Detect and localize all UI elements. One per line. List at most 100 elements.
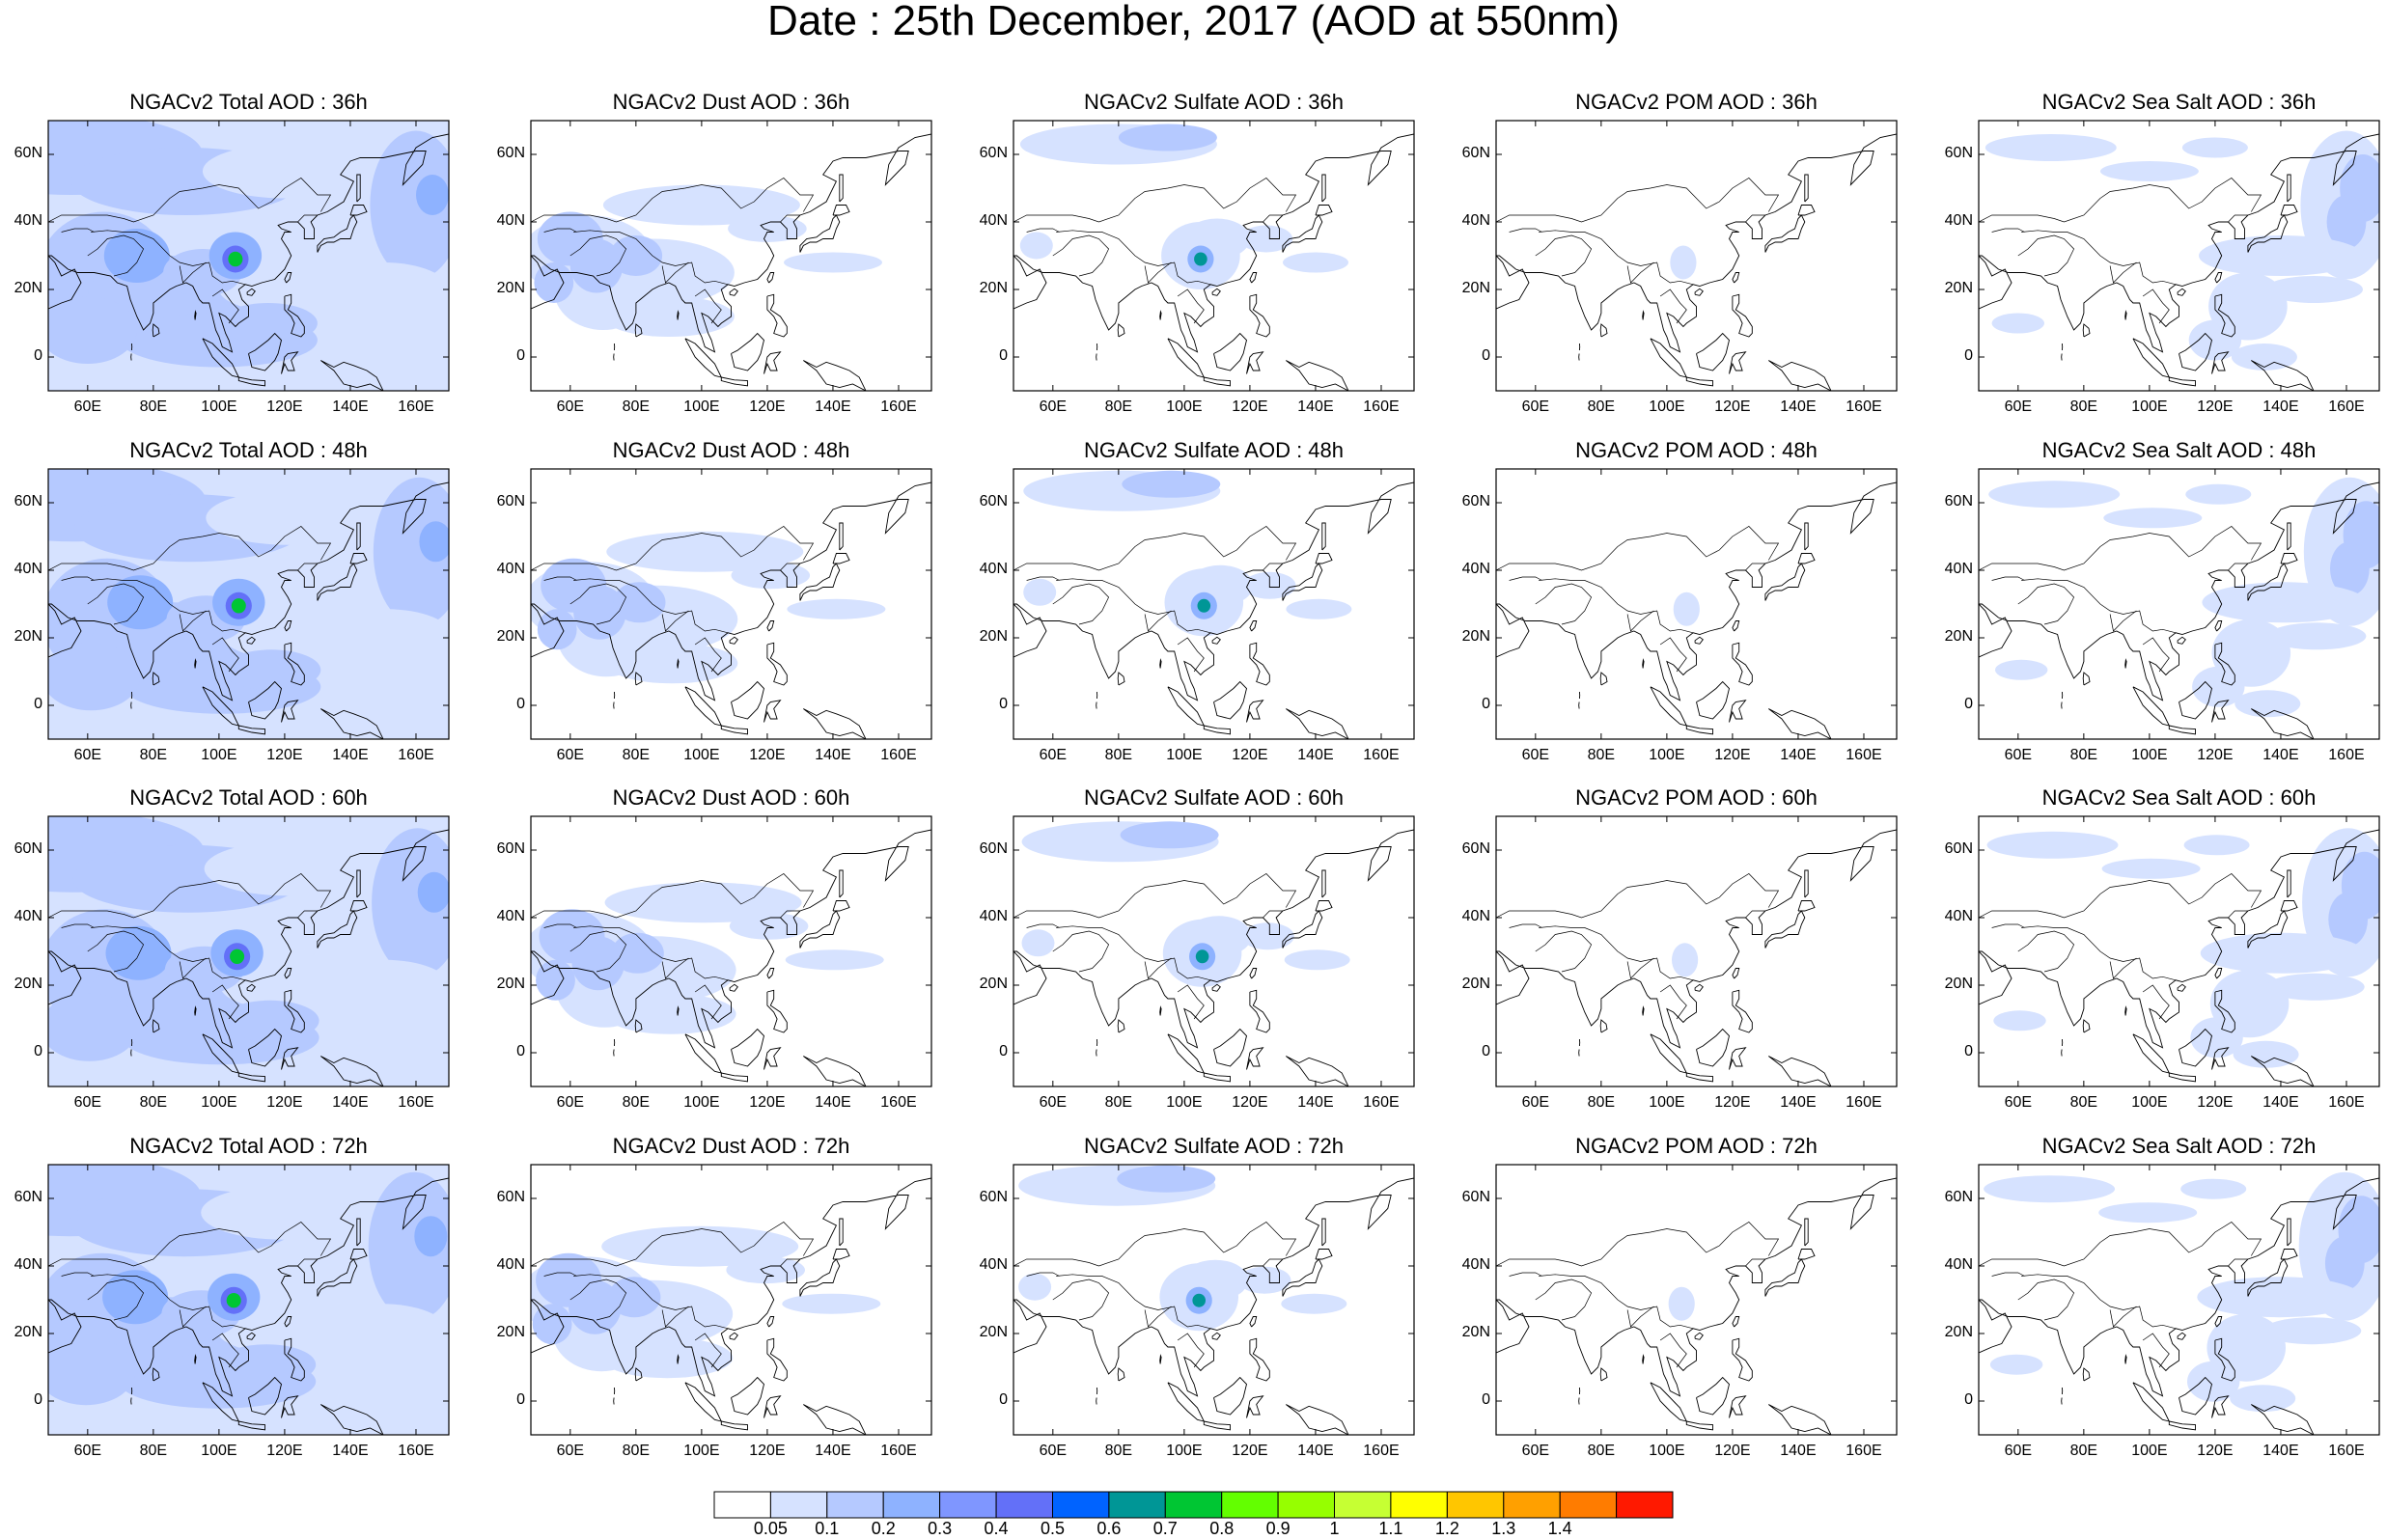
- aod-blob: [1995, 659, 2048, 680]
- map-frame: [1495, 815, 1898, 1087]
- aod-blob: [1238, 1266, 1291, 1294]
- colorbar-label: 0.7: [1152, 1519, 1178, 1538]
- coastline: [1203, 725, 1231, 735]
- x-tick-label: 80E: [2069, 1094, 2098, 1111]
- coastline: [1804, 1218, 1809, 1247]
- coastline: [1729, 700, 1747, 723]
- coastline: [2124, 1354, 2127, 1364]
- x-tick-label: 160E: [2328, 399, 2365, 415]
- y-tick-label: 60N: [979, 1189, 1008, 1205]
- country-border: [573, 1274, 729, 1330]
- aod-blob: [2197, 1277, 2362, 1318]
- aod-blob: [2098, 1202, 2198, 1224]
- coastline: [1246, 351, 1264, 374]
- coastline: [634, 672, 643, 686]
- y-tick-label: 0: [1482, 347, 1490, 364]
- y-tick-label: 40N: [14, 1256, 42, 1273]
- coastline: [1599, 672, 1608, 686]
- y-tick-label: 40N: [1944, 212, 1973, 229]
- coastline: [839, 174, 844, 203]
- colorbar-swatch: [1616, 1491, 1674, 1519]
- aod-blob: [2330, 541, 2370, 596]
- aod-blob: [2202, 582, 2367, 623]
- coastline: [2211, 700, 2230, 723]
- x-tick-label: 140E: [1297, 747, 1334, 763]
- country-border: [2109, 610, 2137, 632]
- y-tick-label: 0: [1964, 1391, 1973, 1408]
- coastline: [2177, 983, 2186, 992]
- coastline: [1642, 310, 1645, 320]
- x-tick-label: 160E: [1846, 747, 1882, 763]
- aod-blob: [784, 252, 882, 273]
- y-tick-label: 60N: [1461, 145, 1490, 161]
- coastline: [1979, 829, 2379, 1049]
- panel-title: NGACv2 Sulfate AOD : 48h: [1083, 438, 1345, 462]
- coastline: [2247, 1258, 2289, 1297]
- country-border: [179, 957, 207, 979]
- x-tick-label: 60E: [73, 747, 102, 763]
- x-tick-label: 100E: [2131, 1094, 2168, 1111]
- coastline: [684, 686, 723, 727]
- aod-blob: [48, 993, 139, 1061]
- aod-blob: [608, 1277, 661, 1318]
- panel-title: NGACv2 Sulfate AOD : 60h: [1083, 785, 1345, 810]
- map-panel: [530, 1164, 932, 1436]
- aod-blob: [417, 871, 449, 913]
- map-panel: [1495, 1164, 1898, 1436]
- map-frame: [47, 468, 450, 740]
- coastline: [1286, 1404, 1349, 1435]
- x-tick-label: 160E: [398, 1094, 434, 1111]
- coastline: [731, 332, 764, 371]
- coastline: [1321, 1218, 1326, 1247]
- aod-field: [1979, 477, 2379, 739]
- country-border: [1745, 1258, 1765, 1267]
- figure-title: Date : 25th December, 2017 (AOD at 550nm…: [767, 0, 1620, 44]
- coastline: [2132, 1033, 2171, 1074]
- colorbar-swatch: [826, 1491, 884, 1519]
- coastline: [2124, 310, 2127, 320]
- country-border: [1539, 925, 1694, 981]
- coastline: [2214, 272, 2223, 284]
- aod-field: [48, 121, 449, 391]
- colorbar-label: 0.1: [815, 1519, 840, 1538]
- aod-blob: [2190, 1017, 2243, 1059]
- country-border: [1539, 230, 1694, 286]
- aod-field: [531, 1177, 931, 1435]
- country-border: [2109, 261, 2137, 284]
- coastline: [246, 636, 256, 645]
- coastline: [766, 620, 775, 632]
- y-tick-label: 40N: [1944, 561, 1973, 577]
- coastline: [1729, 1047, 1747, 1070]
- colorbar-label: 1.3: [1491, 1519, 1516, 1538]
- aod-blob: [202, 144, 367, 199]
- coastline: [2168, 376, 2196, 387]
- x-tick-label: 100E: [2131, 747, 2168, 763]
- aod-blob: [609, 235, 663, 276]
- coastline: [1282, 214, 1323, 253]
- country-border: [2021, 925, 2177, 981]
- aod-blob: [2101, 858, 2201, 879]
- coastline: [281, 700, 299, 723]
- map-frame: [1978, 120, 2380, 392]
- coastline: [2251, 708, 2315, 739]
- x-tick-label: 160E: [880, 747, 917, 763]
- coastline: [1979, 481, 2379, 701]
- coastline: [531, 1177, 931, 1397]
- x-tick-label: 100E: [683, 747, 720, 763]
- aod-field: [1979, 130, 2379, 391]
- aod-field: [48, 469, 449, 739]
- country-border: [694, 289, 722, 324]
- x-tick-label: 100E: [1166, 747, 1203, 763]
- coastline: [1167, 1382, 1206, 1422]
- x-tick-label: 100E: [1166, 399, 1203, 415]
- map-frame: [1495, 1164, 1898, 1436]
- x-tick-label: 120E: [1714, 1094, 1751, 1111]
- aod-blob: [2326, 195, 2367, 249]
- country-border: [531, 178, 815, 223]
- aod-blob: [368, 1171, 449, 1321]
- country-border: [531, 1222, 815, 1267]
- aod-blob: [1989, 1354, 2043, 1375]
- coastline: [1732, 272, 1740, 284]
- aod-blob: [1281, 1293, 1347, 1314]
- country-border: [1052, 930, 1110, 973]
